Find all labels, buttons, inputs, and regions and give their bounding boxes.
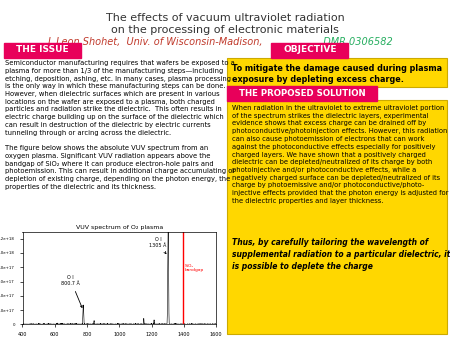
Text: Semiconductor manufacturing requires that wafers be exposed to a
plasma for more: Semiconductor manufacturing requires tha…: [5, 60, 235, 190]
Text: SiO₂
bandgap: SiO₂ bandgap: [184, 264, 204, 272]
Text: THE PROPOSED SOLUTION: THE PROPOSED SOLUTION: [238, 89, 365, 97]
FancyBboxPatch shape: [227, 86, 377, 101]
Text: To mitigate the damage caused during plasma
exposure by depleting excess charge.: To mitigate the damage caused during pla…: [232, 64, 442, 84]
Text: DMR 0306582: DMR 0306582: [317, 37, 393, 47]
Text: O I
800.7 Å: O I 800.7 Å: [62, 275, 82, 308]
FancyBboxPatch shape: [271, 43, 348, 58]
Text: J. Leon Shohet,  Univ. of Wisconsin-Madison,: J. Leon Shohet, Univ. of Wisconsin-Madis…: [47, 37, 263, 47]
Title: VUV spectrum of O₂ plasma: VUV spectrum of O₂ plasma: [76, 225, 163, 230]
Text: When radiation in the ultraviolet to extreme ultraviolet portion
of the spectrum: When radiation in the ultraviolet to ext…: [232, 105, 449, 204]
Text: Thus, by carefully tailoring the wavelength of
supplemental radiation to a parti: Thus, by carefully tailoring the wavelen…: [232, 238, 450, 271]
Text: The effects of vacuum ultraviolet radiation: The effects of vacuum ultraviolet radiat…: [106, 13, 344, 23]
FancyBboxPatch shape: [227, 58, 447, 87]
FancyBboxPatch shape: [4, 43, 81, 58]
Text: O I
1305 Å: O I 1305 Å: [149, 238, 166, 254]
FancyBboxPatch shape: [227, 100, 447, 334]
Text: OBJECTIVE: OBJECTIVE: [283, 46, 337, 54]
Text: on the processing of electronic materials: on the processing of electronic material…: [111, 25, 339, 35]
Text: THE ISSUE: THE ISSUE: [16, 46, 68, 54]
